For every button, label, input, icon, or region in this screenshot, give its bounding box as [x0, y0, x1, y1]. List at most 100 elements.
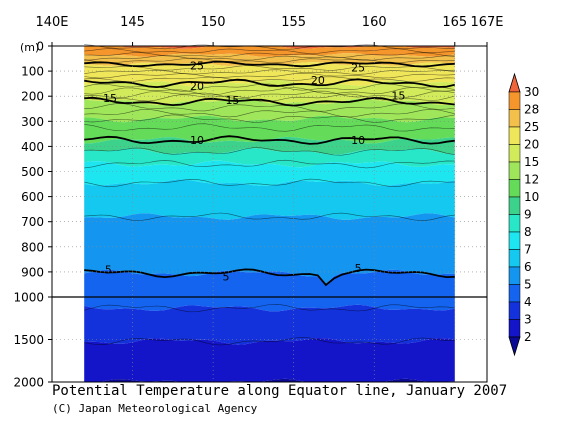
x-tick-label: 145 [120, 15, 145, 30]
isotherm-thin [84, 303, 455, 313]
contour-label: 10 [190, 134, 204, 147]
colorbar-swatch [508, 109, 521, 128]
y-tick-label: 400 [21, 140, 44, 154]
temperature-band [84, 160, 455, 186]
y-tick-label: 300 [21, 115, 44, 129]
temperature-band [84, 46, 455, 57]
isotherm-thin [84, 108, 455, 118]
colorbar-label: 10 [524, 190, 539, 204]
isotherm-thin [84, 178, 455, 188]
contour-label: 15 [391, 90, 405, 103]
isotherm-thin [84, 336, 455, 346]
y-tick-label: 800 [21, 240, 44, 254]
x-tick-label: 150 [201, 15, 226, 30]
colorbar-label: 25 [524, 120, 539, 134]
isotherm-thin [84, 93, 455, 102]
isotherm-thin [84, 57, 455, 64]
contour-label: 15 [225, 94, 239, 107]
isotherm-bold [84, 96, 455, 107]
isotherm-thin [84, 72, 455, 79]
colorbar-swatch [508, 91, 521, 110]
contour-label: 5 [105, 263, 112, 276]
contour-label: 25 [190, 60, 204, 73]
colorbar-label: 4 [524, 295, 532, 309]
colorbar-swatch [508, 249, 521, 268]
y-tick-label: 1500 [13, 333, 44, 347]
x-tick-label: 165 [442, 15, 467, 30]
colorbar-label: 2 [524, 330, 532, 344]
isotherm-thin [84, 48, 455, 54]
contour-label: 5 [355, 262, 362, 275]
temperature-band [84, 148, 455, 168]
colorbar-arrow-bottom [508, 336, 521, 357]
isotherm-thin [84, 52, 455, 58]
contour-label: 20 [311, 74, 325, 87]
plot-frame [51, 45, 488, 383]
colorbar-swatch [508, 161, 521, 180]
contour-labels: 25 25 20 20 15 15 15 10 10 5 5 5 [103, 60, 405, 284]
temperature-band [84, 79, 455, 106]
isotherm-thin [84, 90, 455, 99]
temperature-band [84, 338, 455, 382]
isotherm-bold [84, 268, 455, 287]
x-tick-label: 155 [281, 15, 306, 30]
plot-border [51, 45, 488, 383]
y-axis-ticks: 0 100 200 300 400 500 600 700 800 900 1000 1500 2000 [13, 40, 52, 390]
colorbar-label: 6 [524, 260, 532, 274]
colorbar-swatch [508, 196, 521, 215]
colorbar-swatch [508, 284, 521, 303]
isotherm-thin [84, 103, 455, 112]
colorbar-swatch [508, 144, 521, 163]
y-tick-label: 700 [21, 215, 44, 229]
isotherm-thin [84, 123, 455, 132]
isotherm-thin [84, 76, 455, 82]
x-tick-label: 167E [470, 15, 503, 30]
y-tick-label: 500 [21, 165, 44, 179]
colorbar-swatch [508, 126, 521, 145]
y-tick-label: 600 [21, 190, 44, 204]
contour-label: 15 [103, 92, 117, 105]
isotherm-thin [84, 83, 455, 92]
y-tick-label: 0 [36, 40, 44, 54]
credit-text: (C) Japan Meteorological Agency [52, 402, 258, 415]
colorbar-label: 3 [524, 313, 532, 327]
colorbar-swatch [508, 301, 521, 320]
temperature-band [84, 179, 455, 220]
isotherm-bold [84, 135, 455, 145]
colorbar-swatch [508, 214, 521, 233]
y-axis-label: (m) [20, 41, 39, 54]
y-tick-label: 900 [21, 265, 44, 279]
chart-title: Potential Temperature along Equator line… [52, 383, 508, 399]
y-tick-label: 2000 [13, 376, 44, 390]
isotherm-thin [84, 159, 455, 169]
colorbar-label: 12 [524, 173, 539, 187]
x-tick-label: 140E [35, 15, 68, 30]
isotherm-thin [84, 55, 455, 61]
contour-label: 5 [223, 270, 230, 283]
contour-label: 20 [190, 80, 204, 93]
isotherm-lines [84, 44, 455, 346]
colorbar-swatch [508, 319, 521, 338]
contour-label: 25 [351, 62, 365, 75]
colorbar-label: 30 [524, 85, 539, 99]
isotherm-thin [84, 147, 455, 156]
colorbar-label: 28 [524, 103, 539, 117]
isotherm-thin [84, 44, 455, 50]
isotherm-thin [84, 212, 455, 222]
temperature-band [84, 213, 455, 284]
x-tick-label: 160 [362, 15, 387, 30]
x-axis-ticks: 140E 145 150 155 160 165 167E [35, 15, 504, 46]
colorbar-label: 20 [524, 138, 539, 152]
isotherm-thin [84, 87, 455, 96]
colorbar: 30 28 25 20 15 12 10 9 8 7 6 5 4 3 2 [508, 72, 539, 357]
isotherm-thin [84, 65, 455, 71]
colorbar-swatch [508, 179, 521, 198]
y-tick-label: 200 [21, 90, 44, 104]
colorbar-label: 7 [524, 243, 532, 257]
colorbar-label: 9 [524, 208, 532, 222]
temperature-band [84, 304, 455, 345]
colorbar-arrow-top [508, 72, 521, 93]
colorbar-swatch [508, 231, 521, 250]
colorbar-swatch [508, 266, 521, 285]
